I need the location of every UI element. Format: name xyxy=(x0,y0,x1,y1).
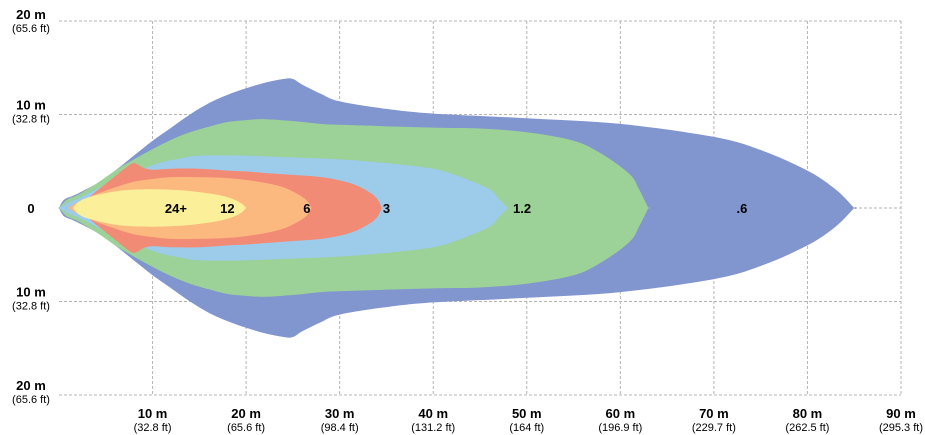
zone-label-3: 6 xyxy=(303,201,310,216)
x-tick-label: 90 m xyxy=(886,406,916,421)
y-tick-sublabel: (65.6 ft) xyxy=(12,394,50,406)
zone-5 xyxy=(72,189,247,227)
y-axis-ticks: 20 m(65.6 ft)10 m(32.8 ft)010 m(32.8 ft)… xyxy=(12,7,50,406)
y-tick-label: 10 m xyxy=(16,98,46,113)
intensity-zones xyxy=(57,78,857,338)
zone-labels: .6 1.2 3 6 12 24+ xyxy=(165,201,747,216)
y-tick-label: 0 xyxy=(27,201,34,216)
y-tick-label: 10 m xyxy=(16,285,46,300)
y-tick-sublabel: (32.8 ft) xyxy=(12,114,50,126)
x-tick-label: 40 m xyxy=(418,406,448,421)
x-tick-label: 30 m xyxy=(325,406,355,421)
x-tick-label: 50 m xyxy=(512,406,542,421)
x-tick-sublabel: (295.3 ft) xyxy=(879,422,923,434)
zone-label-0: .6 xyxy=(737,201,748,216)
x-tick-sublabel: (98.4 ft) xyxy=(321,422,359,434)
y-tick-label: 20 m xyxy=(16,378,46,393)
x-tick-sublabel: (229.7 ft) xyxy=(692,422,736,434)
zone-label-4: 12 xyxy=(220,201,234,216)
x-tick-sublabel: (32.8 ft) xyxy=(134,422,172,434)
x-tick-label: 70 m xyxy=(699,406,729,421)
zone-label-2: 3 xyxy=(383,201,390,216)
x-axis-ticks: 10 m(32.8 ft) 20 m(65.6 ft) 30 m(98.4 ft) 4… xyxy=(134,406,923,434)
x-tick-sublabel: (262.5 ft) xyxy=(785,422,829,434)
x-tick-sublabel: (196.9 ft) xyxy=(598,422,642,434)
x-tick-sublabel: (65.6 ft) xyxy=(227,422,265,434)
x-tick-label: 10 m xyxy=(138,406,168,421)
y-tick-label: 20 m xyxy=(16,7,46,22)
x-tick-label: 60 m xyxy=(606,406,636,421)
y-tick-sublabel: (65.6 ft) xyxy=(12,23,50,35)
y-tick-sublabel: (32.8 ft) xyxy=(12,301,50,313)
x-tick-sublabel: (164 ft) xyxy=(509,422,544,434)
x-tick-sublabel: (131.2 ft) xyxy=(411,422,455,434)
zone-label-5: 24+ xyxy=(165,201,187,216)
x-tick-label: 80 m xyxy=(793,406,823,421)
zone-label-1: 1.2 xyxy=(513,201,531,216)
x-tick-label: 20 m xyxy=(231,406,261,421)
